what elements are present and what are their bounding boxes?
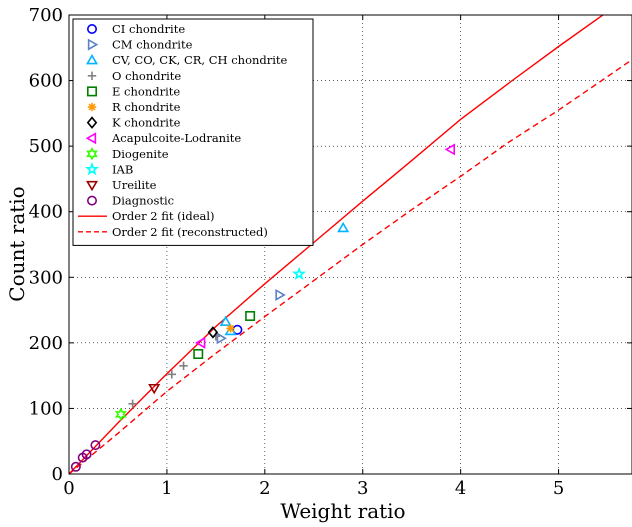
legend-label: Acapulcoite-Lodranite [111,131,241,145]
data-point [216,332,227,345]
data-point [70,461,81,472]
data-point [167,370,177,379]
data-point-shape [216,332,227,345]
data-point-shape [275,288,286,301]
legend-marker [87,102,97,112]
legend-marker-shape [87,38,99,51]
data-point-shape [148,383,161,395]
data-point [245,310,256,321]
x-tick-label: 5 [553,478,564,499]
y-tick-label: 100 [29,398,63,419]
data-point-shape [227,324,235,332]
legend-marker-shape [86,147,98,161]
y-tick-label: 500 [29,136,63,157]
data-point [179,361,188,371]
legend-marker [85,53,99,65]
data-point [207,326,219,339]
x-tick-label: 1 [161,478,172,499]
legend-marker [84,162,100,176]
legend-marker [87,195,98,206]
legend-label: E chondrite [112,84,180,98]
x-tick-label: 4 [455,478,466,499]
legend-marker [86,116,98,129]
data-point-shape [90,440,101,451]
legend-marker [87,23,98,34]
data-point [90,440,101,451]
legend-label: IAB [112,162,133,176]
legend-marker-shape [84,162,100,176]
legend-label: R chondrite [112,100,181,114]
legend-box [72,18,314,246]
fit-line-reconstructed [69,59,632,474]
legend-marker-shape [86,116,98,129]
data-point [219,315,232,327]
legend-label: O chondrite [112,69,181,83]
data-point-shape [207,326,219,339]
data-point [292,266,307,280]
legend-marker [85,132,97,145]
legend-label: CI chondrite [112,22,185,36]
x-tick-label: 3 [357,478,368,499]
y-tick-label: 0 [52,464,63,485]
fit-line-ideal [69,15,605,474]
data-point-shape [292,266,307,280]
legend-label: K chondrite [112,116,181,130]
data-point-shape [245,310,256,321]
legend-label: CV, CO, CK, CR, CH chondrite [112,53,288,67]
legend-marker-shape [85,180,99,192]
y-axis-label: Count ratio [5,186,29,301]
legend-marker [87,71,97,80]
legend-label: Diagnostic [112,194,174,208]
data-point [193,349,204,360]
legend-marker-shape [85,53,99,65]
legend-label: Ureilite [112,178,157,192]
axis-ticks: 0 1 2 3 4 5 0 100 200 300 400 500 600 700 [29,5,632,499]
legend-marker-shape [87,23,98,34]
legend-marker [86,147,98,161]
data-point-shape [337,221,350,233]
legend-marker-shape [85,132,97,145]
data-point [114,407,127,422]
legend-marker [85,180,99,192]
y-tick-label: 400 [29,202,63,223]
data-point-shape [219,315,232,327]
legend-marker-shape [87,195,98,206]
data-point-shape [444,143,456,156]
data-point [81,449,92,460]
legend-marker-shape [88,103,96,111]
data-points [70,143,456,472]
fit-lines [69,15,632,474]
x-axis-label: Weight ratio [280,499,405,523]
legend-label: Diogenite [112,147,169,161]
y-tick-label: 200 [29,333,63,354]
y-tick-label: 600 [29,71,63,92]
data-point [275,288,286,301]
x-tick-label: 2 [259,478,270,499]
data-point-shape [194,336,206,349]
data-point [226,324,235,333]
legend-label: CM chondrite [112,38,193,52]
y-tick-label: 700 [29,5,63,26]
data-point [194,336,206,349]
y-tick-label: 300 [29,267,63,288]
legend-marker [87,38,99,51]
legend-marker [87,86,98,97]
data-point [148,383,161,395]
legend-label: Order 2 fit (ideal) [112,209,215,223]
data-point-shape [193,349,204,360]
data-point [337,221,350,233]
x-tick-label: 0 [63,478,74,499]
data-point-shape [70,461,81,472]
legend-label: Order 2 fit (reconstructed) [112,225,268,239]
plot-frame [68,14,632,475]
data-point [128,399,137,409]
data-point-shape [81,449,92,460]
data-point-shape [114,407,127,422]
data-point [444,143,456,156]
legend-marker-shape [87,86,98,97]
